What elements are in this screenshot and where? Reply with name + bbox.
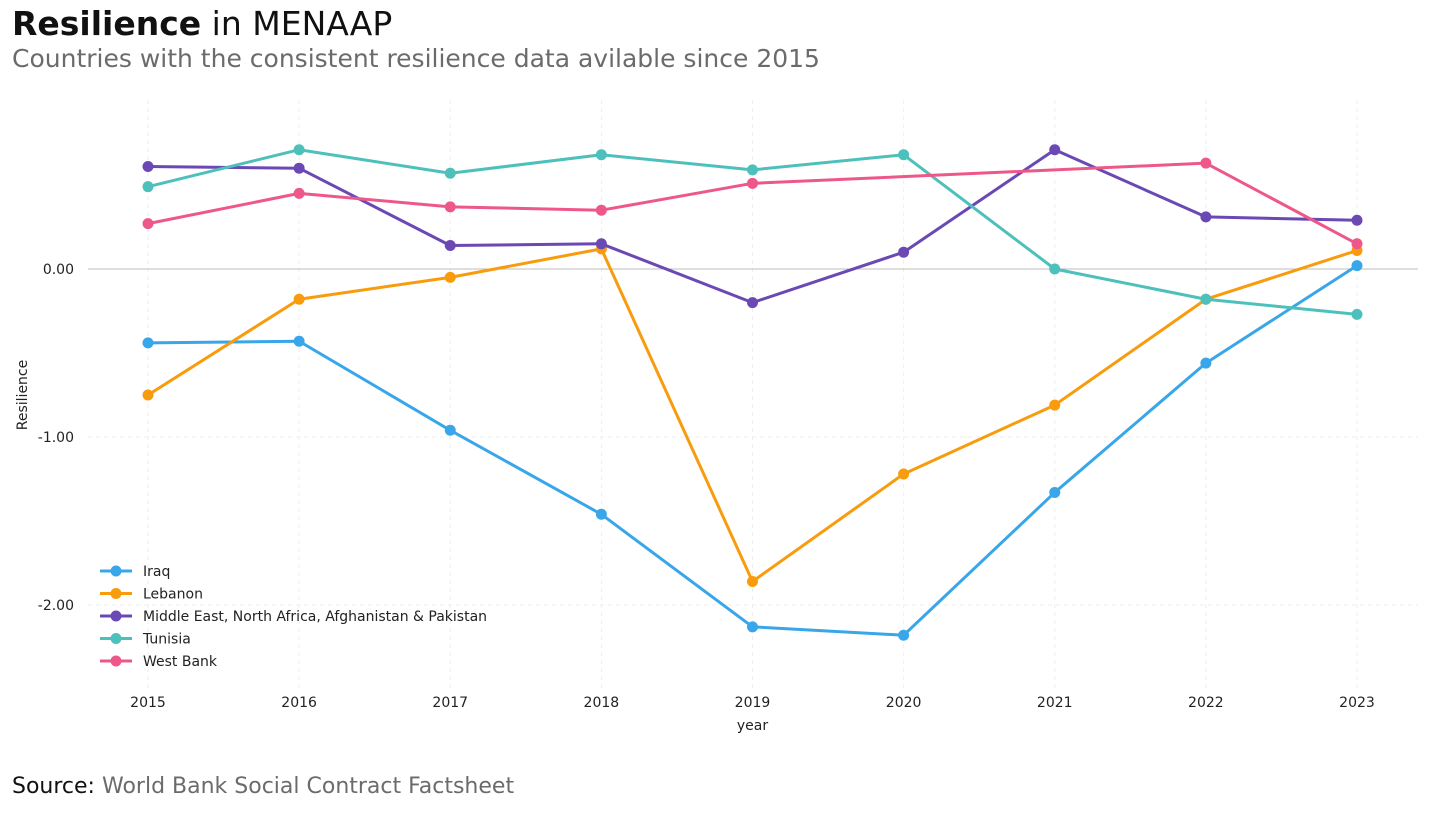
data-point bbox=[747, 297, 758, 309]
series-west-bank bbox=[142, 157, 1363, 250]
data-point bbox=[1351, 214, 1363, 226]
data-point bbox=[1200, 157, 1212, 169]
data-point bbox=[747, 177, 758, 189]
legend-label: West Bank bbox=[143, 654, 218, 670]
y-axis-label: Resilience bbox=[15, 360, 31, 430]
x-tick-label: 2016 bbox=[281, 695, 317, 711]
data-point bbox=[898, 468, 910, 480]
legend-entry: Lebanon bbox=[100, 587, 203, 603]
data-point bbox=[1351, 308, 1363, 320]
x-axis-label: year bbox=[737, 718, 768, 734]
legend-label: Middle East, North Africa, Afghanistan &… bbox=[143, 609, 487, 625]
data-point bbox=[293, 335, 305, 347]
x-tick-label: 2020 bbox=[886, 695, 922, 711]
data-point bbox=[747, 621, 758, 633]
legend-entry: Tunisia bbox=[100, 632, 191, 648]
legend: Iraq Lebanon Middle East, North Africa, Af… bbox=[100, 564, 487, 670]
data-point bbox=[293, 144, 305, 156]
data-point bbox=[1200, 211, 1212, 223]
x-tick-label: 2021 bbox=[1037, 695, 1073, 711]
series-middle-east-north-africa-afghanistan-pakistan bbox=[142, 144, 1363, 309]
chart-title: Resilience in MENAAP bbox=[12, 4, 392, 43]
data-point bbox=[1200, 293, 1212, 305]
x-tick-label: 2023 bbox=[1339, 695, 1375, 711]
x-tick-label: 2017 bbox=[432, 695, 468, 711]
legend-marker bbox=[110, 588, 122, 599]
data-point bbox=[1351, 238, 1363, 250]
data-point bbox=[444, 201, 456, 213]
data-point bbox=[293, 293, 305, 305]
data-point bbox=[595, 508, 607, 520]
legend-marker bbox=[110, 565, 122, 577]
series-iraq bbox=[142, 260, 1363, 641]
data-point bbox=[898, 246, 910, 258]
x-tick-label: 2015 bbox=[130, 695, 166, 711]
data-point bbox=[747, 575, 758, 587]
data-point bbox=[1049, 263, 1061, 275]
data-point bbox=[444, 424, 456, 436]
data-point bbox=[595, 238, 607, 250]
chart-subtitle: Countries with the consistent resilience… bbox=[12, 44, 820, 73]
data-point bbox=[1049, 144, 1061, 156]
legend-entry: West Bank bbox=[100, 654, 218, 670]
data-point bbox=[1351, 260, 1363, 272]
data-point bbox=[1049, 399, 1061, 411]
legend-label: Tunisia bbox=[142, 632, 191, 648]
y-tick-label: -2.00 bbox=[38, 598, 74, 614]
x-tick-label: 2022 bbox=[1188, 695, 1224, 711]
legend-label: Lebanon bbox=[143, 587, 203, 603]
data-point bbox=[595, 149, 607, 161]
data-point bbox=[142, 161, 154, 173]
legend-entry: Iraq bbox=[100, 564, 170, 580]
series-tunisia bbox=[142, 144, 1363, 320]
data-point bbox=[142, 218, 154, 230]
data-point bbox=[293, 187, 305, 199]
axis-layer: 2015 2016 2017 2018 2019 2020 2021 2022 2023 0.00… bbox=[15, 262, 1375, 734]
data-point bbox=[142, 337, 154, 349]
data-point bbox=[444, 239, 456, 251]
legend-label: Iraq bbox=[143, 564, 170, 580]
source-value: World Bank Social Contract Factsheet bbox=[101, 774, 515, 799]
legend-marker bbox=[110, 610, 122, 622]
data-point bbox=[595, 204, 607, 216]
data-point bbox=[293, 162, 305, 174]
data-point bbox=[444, 271, 456, 283]
x-tick-label: 2019 bbox=[735, 695, 771, 711]
data-point bbox=[444, 167, 456, 179]
data-point bbox=[747, 164, 758, 176]
x-tick-label: 2018 bbox=[584, 695, 620, 711]
title-bold: Resilience bbox=[12, 4, 202, 43]
legend-marker bbox=[110, 655, 122, 667]
data-point bbox=[1049, 486, 1061, 498]
title-rest: in MENAAP bbox=[201, 4, 393, 43]
data-point bbox=[1200, 357, 1212, 369]
legend-entry: Middle East, North Africa, Afghanistan &… bbox=[100, 609, 487, 625]
legend-marker bbox=[110, 633, 122, 644]
data-point bbox=[898, 149, 910, 161]
y-tick-label: -1.00 bbox=[38, 430, 74, 446]
data-point bbox=[898, 629, 910, 641]
data-point bbox=[142, 389, 154, 401]
y-tick-label: 0.00 bbox=[43, 262, 74, 278]
source-note: Source: World Bank Social Contract Facts… bbox=[12, 774, 514, 799]
data-point bbox=[142, 181, 154, 193]
source-label: Source: bbox=[12, 774, 95, 799]
series-layer bbox=[142, 144, 1363, 641]
